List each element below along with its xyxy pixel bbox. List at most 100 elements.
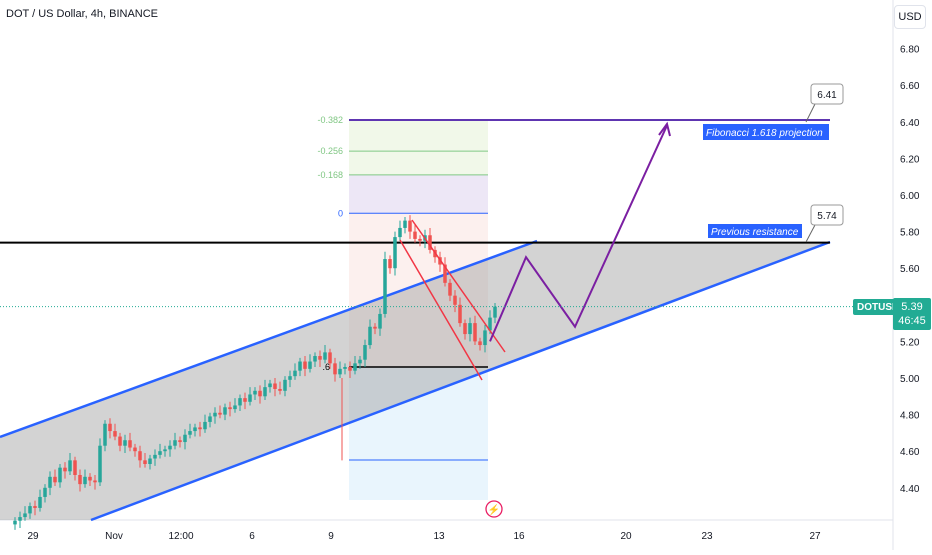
candle-body: [153, 454, 157, 459]
candle-body: [38, 496, 42, 508]
y-tick-label: 6.80: [900, 45, 920, 56]
x-tick-label: 6: [249, 531, 255, 542]
candle-body: [123, 440, 127, 446]
candle-body: [193, 427, 197, 432]
candle-body: [368, 326, 372, 346]
candle-body: [343, 367, 347, 369]
x-tick-label: 20: [620, 531, 632, 542]
candle-body: [413, 231, 417, 239]
candle-body: [163, 449, 167, 452]
candle-body: [43, 487, 47, 497]
y-tick-label: 6.20: [900, 154, 920, 165]
candle-body: [13, 520, 17, 525]
candle-body: [103, 423, 107, 446]
candle-body: [273, 383, 277, 389]
x-tick-label: Nov: [105, 531, 123, 542]
x-tick-label: 16: [513, 531, 525, 542]
candle-body: [338, 368, 342, 375]
candle-body: [148, 458, 152, 465]
fib-level-label: .6: [322, 362, 330, 372]
candle-body: [398, 227, 402, 238]
candle-body: [53, 476, 57, 483]
candle-body: [333, 363, 337, 375]
fib-level-label: 0: [338, 208, 343, 218]
candle-body: [358, 359, 362, 364]
candle-body: [253, 390, 257, 395]
fib-projection-label-bg: [703, 124, 829, 140]
channel-upper-line: [0, 239, 538, 439]
candle-body: [23, 513, 27, 518]
resistance-label: Previous resistance: [711, 227, 799, 238]
candle-body: [468, 323, 472, 335]
resistance-label-bg: [708, 224, 802, 238]
candle-body: [63, 467, 67, 472]
candle-body: [293, 370, 297, 377]
x-tick-label: 9: [328, 531, 334, 542]
candle-body: [108, 423, 112, 432]
candle-body: [378, 313, 382, 329]
x-tick-label: 13: [433, 531, 445, 542]
candle-body: [213, 412, 217, 417]
candle-body: [458, 304, 462, 324]
candle-body: [88, 476, 92, 481]
symbol-tag: DOTUSD: [853, 299, 904, 315]
fib-value-callout: 6.41: [817, 90, 837, 101]
fib-value-callout-pointer: [805, 103, 816, 123]
candle-body: [33, 506, 37, 508]
candle-body: [408, 220, 412, 232]
resistance-value-callout: 5.74: [817, 211, 837, 222]
x-tick-label: 27: [809, 531, 821, 542]
x-tick-label: 23: [701, 531, 713, 542]
candle-body: [228, 407, 232, 410]
candle-body: [383, 259, 387, 314]
candle-body: [263, 387, 267, 397]
fib-projection-label: Fibonacci 1.618 projection: [706, 128, 823, 139]
candle-body: [303, 361, 307, 369]
candle-body: [113, 431, 117, 437]
candle-body: [283, 379, 287, 391]
wedge-lower-line: [399, 239, 483, 381]
current-price-value: 5.39: [901, 301, 923, 313]
candle-body: [28, 506, 32, 514]
y-tick-label: 6.00: [900, 191, 920, 202]
resistance-value-callout-pointer: [805, 224, 816, 243]
candle-body: [18, 517, 22, 521]
candle-body: [183, 434, 187, 443]
candle-body: [243, 398, 247, 402]
candle-body: [58, 467, 62, 483]
candle-body: [453, 295, 457, 305]
candle-body: [278, 388, 282, 391]
candle-body: [488, 317, 492, 331]
candle-body: [208, 416, 212, 422]
y-tick-label: 5.60: [900, 264, 920, 275]
candle-body: [98, 445, 102, 483]
candle-body: [328, 352, 332, 364]
y-tick-label: 5.00: [900, 374, 920, 385]
fib-zone-5: [349, 367, 488, 500]
candle-body: [73, 460, 77, 475]
fib-zone-1: [349, 119, 488, 152]
channel-fill: [0, 241, 830, 520]
current-price-tag: 5.39 46:45: [893, 298, 931, 330]
candle-body: [188, 431, 192, 435]
candle-body: [493, 306, 497, 318]
candle-body: [478, 341, 482, 346]
candle-body: [83, 476, 87, 485]
y-tick-label: 4.80: [900, 411, 920, 422]
currency-button[interactable]: USD: [894, 5, 926, 29]
lightning-icon: [485, 500, 503, 518]
candle-body: [178, 440, 182, 443]
candle-body: [308, 361, 312, 369]
candle-body: [238, 398, 242, 406]
projection-arrowhead: [658, 121, 671, 137]
candle-body: [203, 421, 207, 430]
candle-body: [143, 460, 147, 465]
candle-body: [48, 476, 52, 488]
candle-body: [118, 436, 122, 446]
candle-body: [93, 480, 97, 483]
fib-zone-3: [349, 174, 488, 214]
candle-body: [428, 235, 432, 250]
candle-body: [248, 394, 252, 402]
